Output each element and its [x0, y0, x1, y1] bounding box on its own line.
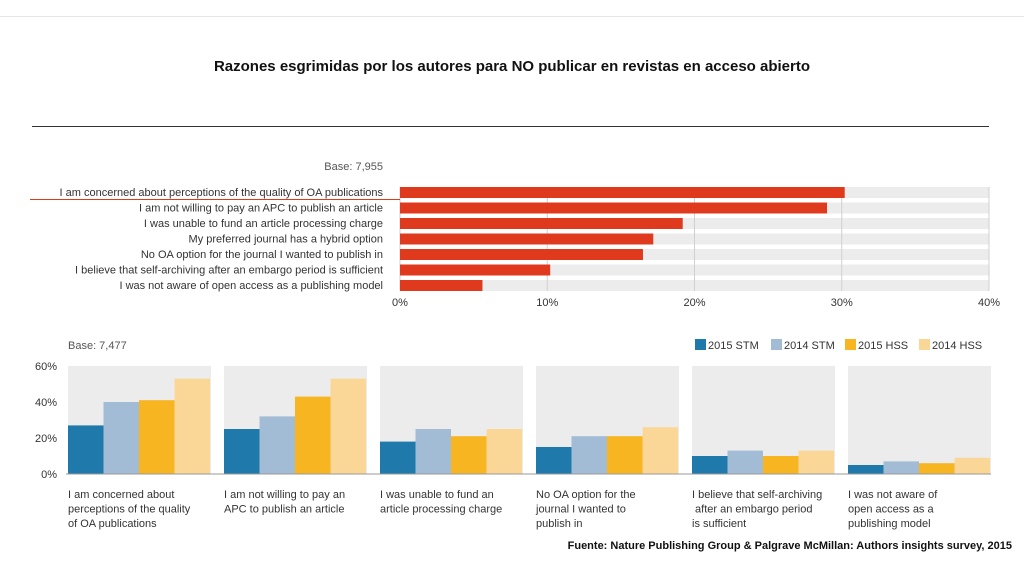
legend-swatch	[845, 339, 856, 350]
v-category-label: I believe that self-archiving after an e…	[692, 489, 822, 530]
v-bar	[174, 378, 210, 474]
v-category-label-line: is sufficient	[692, 518, 746, 530]
h-bar	[400, 202, 828, 214]
v-bar	[139, 400, 175, 474]
h-tick-label: 30%	[831, 297, 853, 309]
h-category-label: My preferred journal has a hybrid option	[189, 234, 383, 246]
legend-label: 2014 STM	[784, 340, 835, 352]
v-bar	[451, 436, 487, 474]
v-category-label: I am not willing to pay an APC to publish…	[224, 489, 345, 516]
v-bar	[415, 429, 451, 474]
v-category-label-line: No OA option for the	[536, 489, 636, 501]
chart-title: Razones esgrimidas por los autores para …	[213, 58, 811, 75]
v-category-label-line: publish in	[536, 518, 582, 530]
v-tick-label: 60%	[35, 361, 57, 373]
h-category-label: I believe that self-archiving after an e…	[75, 265, 383, 277]
v-tick-label: 0%	[41, 469, 57, 481]
h-tick-label: 20%	[683, 297, 705, 309]
v-bar	[954, 457, 990, 474]
v-bar	[536, 447, 572, 474]
v-bar	[919, 463, 955, 474]
v-category-label-line: I believe that self-archiving	[692, 489, 822, 501]
v-category-label-line: I was unable to fund an	[380, 489, 494, 501]
v-bar	[763, 456, 799, 474]
legend-swatch	[771, 339, 782, 350]
h-base-label: Base: 7,955	[324, 161, 383, 173]
v-bar	[883, 461, 919, 474]
h-bar	[400, 233, 654, 245]
v-category-label: No OA option for the journal I wanted to p…	[535, 489, 636, 530]
v-category-label-line: I am not willing to pay an	[224, 489, 345, 501]
title-rule	[32, 126, 989, 127]
v-bar	[103, 402, 139, 474]
legend-label: 2015 STM	[708, 340, 759, 352]
h-tick-label: 40%	[978, 297, 1000, 309]
v-category-label-line: I am concerned about	[68, 489, 174, 501]
v-category-label: I was not aware of open access as a publis…	[848, 489, 938, 530]
source-note: Fuente: Nature Publishing Group & Palgra…	[567, 540, 1012, 552]
v-bar	[571, 436, 607, 474]
legend-swatch	[695, 339, 706, 350]
v-bar	[68, 425, 104, 474]
v-bar	[798, 450, 834, 474]
h-bar	[400, 187, 845, 198]
v-category-label: I was unable to fund an article processin…	[380, 489, 502, 516]
v-category-label-line: article processing charge	[380, 504, 502, 516]
h-tick-label: 0%	[392, 297, 408, 309]
h-category-label: I was not aware of open access as a publ…	[119, 280, 383, 292]
v-bar	[692, 456, 728, 474]
v-bar	[380, 441, 416, 474]
v-category-label-line: APC to publish an article	[224, 504, 344, 516]
h-bar	[400, 218, 683, 229]
v-category-label-line: publishing model	[848, 518, 931, 530]
legend-swatch	[919, 339, 930, 350]
v-category-label-line: perceptions of the quality	[68, 504, 191, 516]
v-category-label-line: I was not aware of	[848, 489, 938, 501]
h-bar	[400, 280, 483, 291]
v-category-label-line: open access as a	[848, 504, 934, 516]
v-bar	[486, 429, 522, 474]
h-category-label: No OA option for the journal I wanted to…	[141, 249, 383, 261]
v-bar	[259, 416, 295, 474]
v-bar	[607, 436, 643, 474]
legend-label: 2015 HSS	[858, 340, 908, 352]
top-divider	[0, 16, 1024, 17]
h-bar	[400, 264, 551, 276]
v-panel-background	[848, 366, 991, 474]
legend-label: 2014 HSS	[932, 340, 982, 352]
h-category-label: I am concerned about perceptions of the …	[60, 187, 384, 199]
v-category-label: I am concerned about perceptions of the q…	[68, 489, 191, 530]
v-tick-label: 40%	[35, 397, 57, 409]
h-category-label: I was unable to fund an article processi…	[144, 218, 383, 230]
v-category-label-line: after an embargo period	[692, 504, 812, 516]
v-bar	[330, 378, 366, 474]
v-bar	[224, 429, 260, 474]
v-category-label-line: journal I wanted to	[535, 504, 626, 516]
h-tick-label: 10%	[536, 297, 558, 309]
v-tick-label: 20%	[35, 433, 57, 445]
v-category-label-line: of OA publications	[68, 518, 157, 530]
v-bar	[295, 396, 331, 474]
v-bar	[642, 427, 678, 474]
v-bar	[727, 450, 763, 474]
h-bar	[400, 249, 643, 260]
v-bar	[848, 465, 884, 474]
v-base-label: Base: 7,477	[68, 340, 127, 352]
h-category-label: I am not willing to pay an APC to publis…	[139, 203, 383, 215]
